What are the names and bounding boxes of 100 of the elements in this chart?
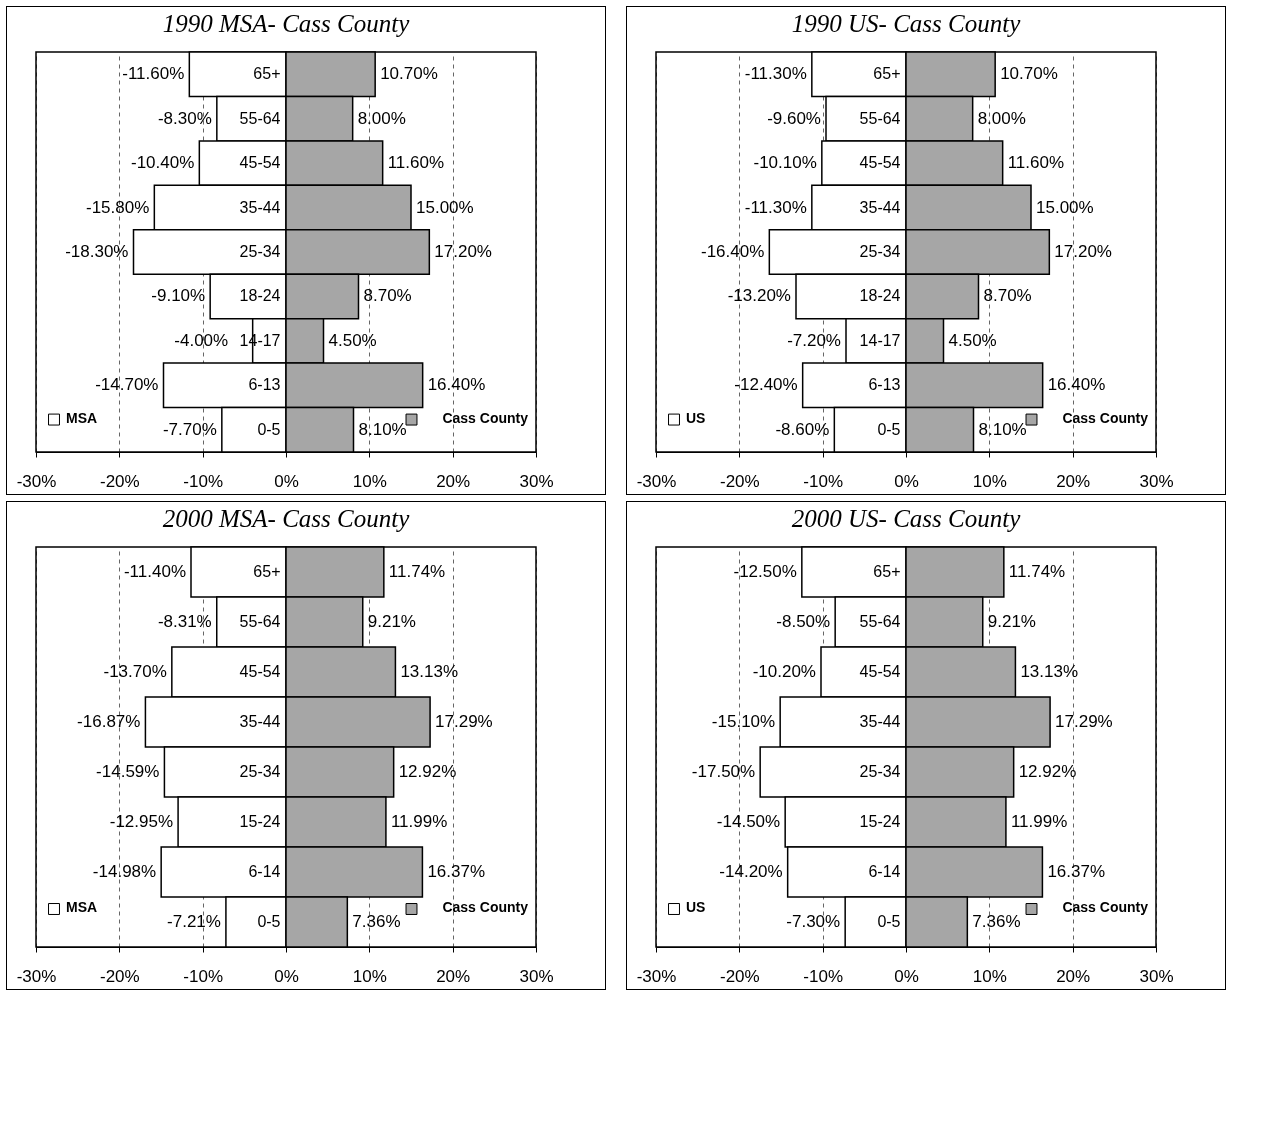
y-tick-label: 35-44 — [239, 198, 281, 216]
legend-label: US — [686, 409, 706, 426]
data-label: -7.70% — [162, 419, 217, 439]
data-label: -17.50% — [691, 762, 756, 781]
data-label: 16.40% — [1047, 375, 1106, 395]
data-label: -4.00% — [174, 330, 229, 350]
data-label: 4.50% — [948, 330, 997, 350]
x-tick-label: -10% — [183, 966, 224, 986]
y-tick-label: 65+ — [873, 65, 901, 83]
data-label: -10.40% — [131, 153, 195, 173]
data-label: -8.60% — [775, 419, 830, 439]
y-tick-label: 18-24 — [859, 287, 901, 305]
data-label: -8.30% — [157, 108, 212, 128]
x-tick-label: 30% — [1139, 471, 1174, 491]
x-tick-label: 30% — [519, 471, 554, 491]
y-tick-label: 35-44 — [859, 198, 901, 216]
y-tick-label: 45-54 — [859, 663, 901, 680]
data-label: -8.31% — [157, 612, 212, 631]
data-label: -14.70% — [95, 375, 159, 395]
legend-label: Cass County — [442, 409, 529, 426]
data-label: -14.59% — [96, 762, 160, 781]
y-tick-label: 0-5 — [257, 420, 281, 438]
data-label: 17.29% — [435, 712, 493, 731]
chart-title: 2000 US- Cass County — [791, 505, 1022, 533]
data-label: -15.80% — [86, 197, 150, 217]
x-tick-label: -30% — [636, 471, 677, 491]
data-label: -8.50% — [776, 612, 831, 631]
y-tick-label: 65+ — [873, 563, 901, 580]
y-tick-label: 55-64 — [239, 109, 281, 127]
data-label: -12.40% — [734, 375, 798, 395]
x-tick-label: -30% — [16, 966, 57, 986]
data-label: 13.13% — [400, 662, 459, 681]
data-label: -9.60% — [767, 108, 821, 128]
y-tick-label: 15-24 — [239, 813, 281, 830]
data-label: -7.21% — [167, 912, 221, 931]
y-tick-label: 15-24 — [859, 813, 901, 830]
data-label: 12.92% — [1018, 762, 1077, 781]
data-label: -16.40% — [701, 242, 765, 261]
y-tick-label: 18-24 — [239, 287, 281, 305]
y-tick-label: 0-5 — [257, 913, 281, 930]
y-tick-label: 0-5 — [877, 913, 901, 930]
y-tick-label: 55-64 — [859, 613, 901, 630]
legend-label: MSA — [66, 409, 98, 426]
data-label: 9.21% — [367, 612, 416, 631]
x-tick-label: 30% — [1139, 966, 1174, 986]
x-tick-label: -10% — [803, 966, 844, 986]
data-label: 15.00% — [416, 197, 474, 217]
data-label: -7.20% — [787, 330, 841, 350]
legend-label: US — [686, 899, 706, 915]
y-tick-label: 25-34 — [859, 763, 901, 780]
data-label: -14.98% — [92, 862, 157, 881]
data-label: -18.30% — [65, 242, 129, 261]
y-tick-label: 6-13 — [868, 376, 901, 394]
data-label: 13.13% — [1020, 662, 1079, 681]
x-tick-label: 10% — [352, 471, 387, 491]
y-tick-label: 25-34 — [239, 243, 281, 260]
x-tick-label: -20% — [719, 966, 760, 986]
chart-title: 1990 US- Cass County — [791, 10, 1022, 38]
legend-label: Cass County — [1062, 899, 1149, 915]
data-label: -7.30% — [786, 912, 841, 931]
data-label: -11.30% — [744, 64, 807, 84]
y-tick-label: 6-14 — [868, 863, 901, 880]
x-tick-label: 10% — [972, 966, 1007, 986]
data-label: -11.40% — [123, 562, 186, 581]
data-label: -11.30% — [744, 197, 807, 217]
data-label: 8.70% — [363, 286, 412, 306]
x-tick-label: -30% — [636, 966, 677, 986]
x-tick-label: 0% — [274, 966, 299, 986]
x-tick-label: 20% — [436, 471, 471, 491]
data-label: 17.20% — [1054, 242, 1113, 261]
data-label: 10.70% — [1000, 64, 1058, 84]
data-label: -9.10% — [151, 286, 206, 306]
y-tick-label: 45-54 — [859, 154, 901, 172]
data-label: 11.99% — [390, 812, 448, 831]
legend-label: Cass County — [1062, 409, 1149, 426]
y-tick-label: 14-17 — [859, 331, 901, 349]
x-tick-label: 10% — [972, 471, 1007, 491]
chart-title: 2000 MSA- Cass County — [162, 505, 411, 533]
x-tick-label: -20% — [99, 966, 140, 986]
x-tick-label: 0% — [894, 471, 919, 491]
chart-title: 1990 MSA- Cass County — [162, 10, 411, 38]
data-label: -13.20% — [727, 286, 791, 306]
data-label: -14.20% — [719, 862, 783, 881]
data-label: -10.20% — [752, 662, 816, 681]
data-label: -14.50% — [716, 812, 781, 831]
data-label: 11.99% — [1010, 812, 1068, 831]
y-tick-label: 55-64 — [239, 613, 281, 630]
x-tick-label: -10% — [803, 471, 844, 491]
data-label: 17.20% — [434, 242, 493, 261]
x-tick-label: 0% — [894, 966, 919, 986]
y-tick-label: 25-34 — [239, 763, 281, 780]
x-tick-label: 0% — [274, 471, 299, 491]
data-label: 7.36% — [972, 912, 1021, 931]
y-tick-label: 0-5 — [877, 420, 901, 438]
x-tick-label: 30% — [519, 966, 554, 986]
data-label: -16.87% — [77, 712, 141, 731]
x-tick-label: 10% — [352, 966, 387, 986]
y-tick-label: 65+ — [253, 563, 281, 580]
data-label: 11.74% — [1008, 562, 1066, 581]
data-label: 8.10% — [978, 419, 1027, 439]
